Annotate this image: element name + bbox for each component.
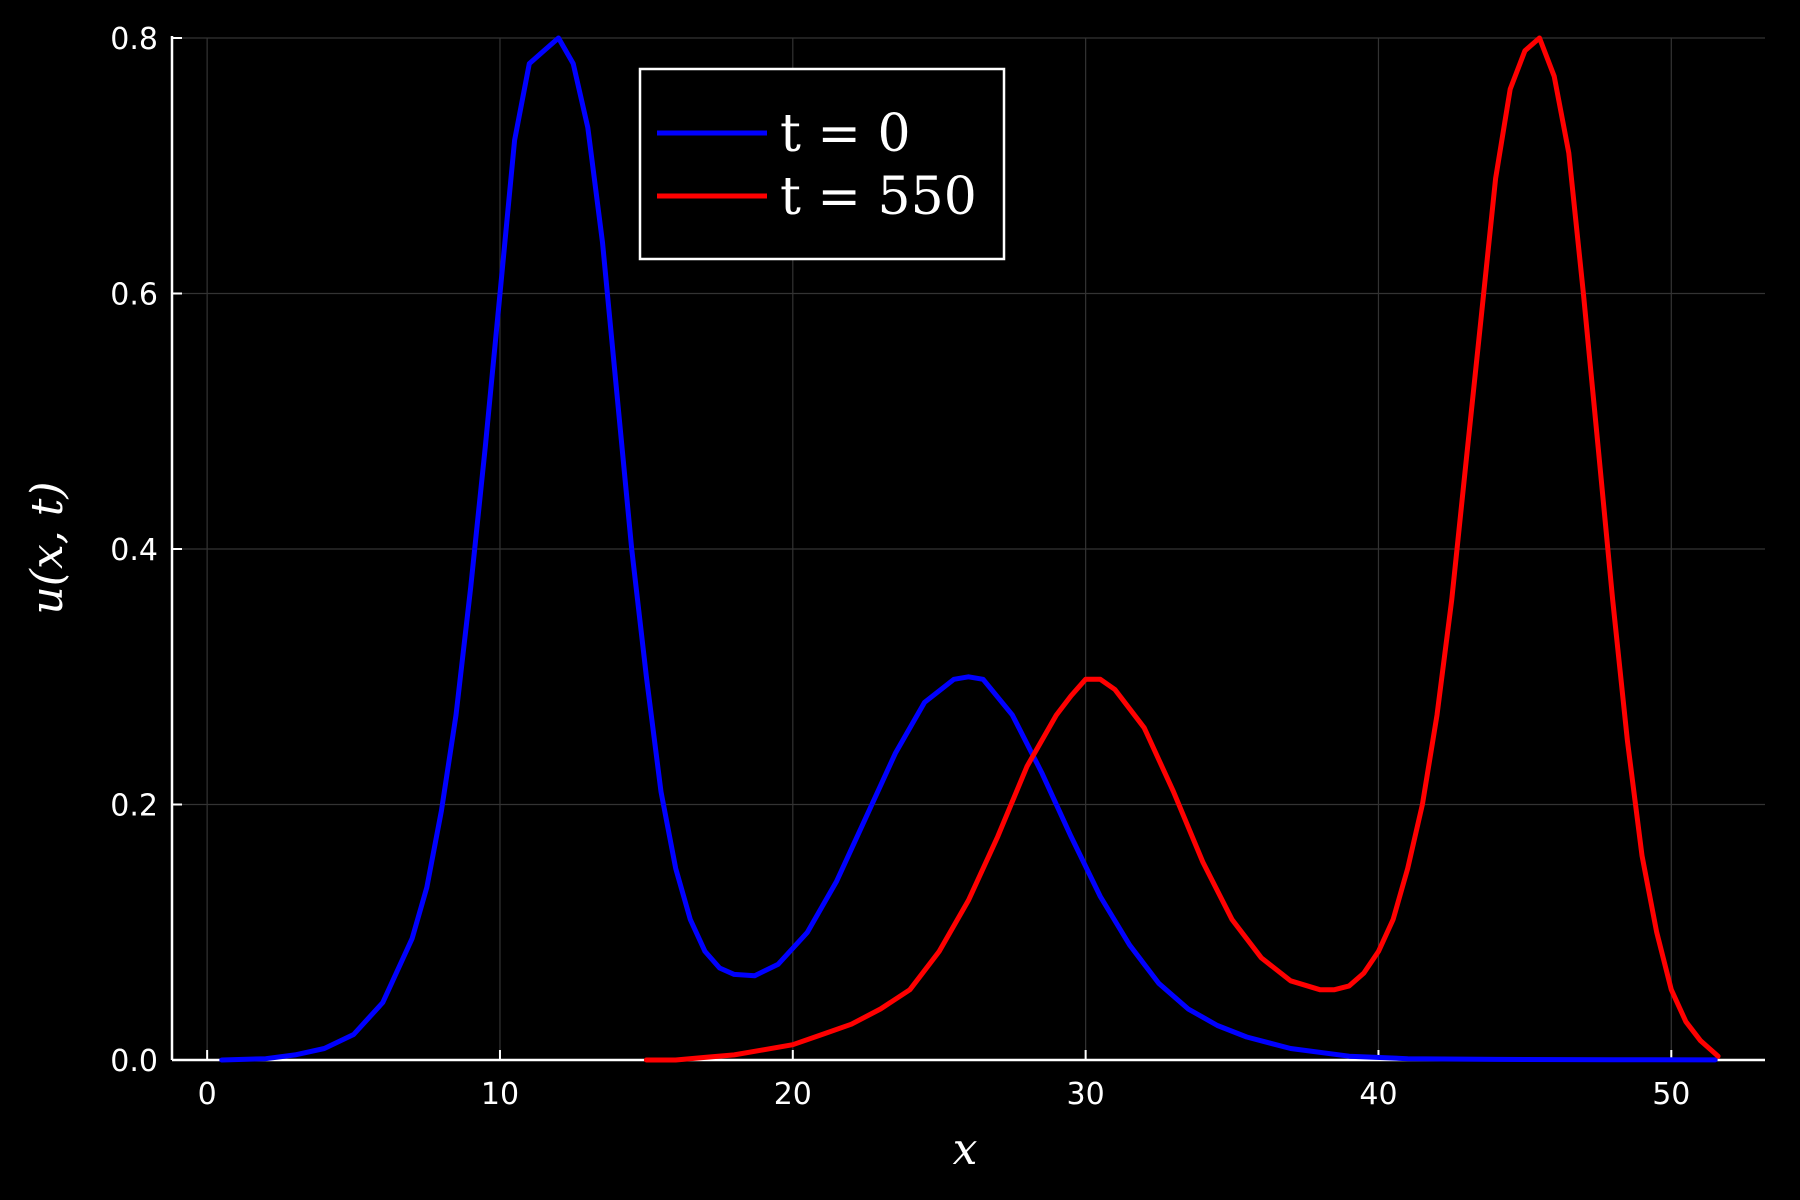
y-tick-label: 0.0 bbox=[110, 1044, 158, 1079]
series-line-t0 bbox=[219, 35, 1718, 1063]
legend-box bbox=[638, 67, 1006, 261]
series-line-t550 bbox=[643, 35, 1721, 1063]
x-tick-label: 0 bbox=[198, 1077, 217, 1112]
y-axis-title: u(x, t) bbox=[22, 481, 73, 614]
x-tick-label: 10 bbox=[481, 1077, 519, 1112]
y-tick-label: 0.2 bbox=[110, 789, 158, 824]
y-tick-label: 0.6 bbox=[110, 278, 158, 313]
tick-labels: 0 10 20 30 40 50 0.0 0.2 0.4 0.6 0.8 bbox=[110, 22, 1690, 1112]
y-tick-label: 0.4 bbox=[110, 533, 158, 568]
y-tick-label: 0.8 bbox=[110, 22, 158, 57]
legend-label-t0: t = 0 bbox=[780, 104, 911, 164]
legend: t = 0 t = 550 bbox=[638, 67, 1006, 261]
x-tick-label: 40 bbox=[1359, 1077, 1397, 1112]
x-tick-label: 30 bbox=[1067, 1077, 1105, 1112]
series-lines bbox=[219, 35, 1721, 1063]
x-tick-label: 50 bbox=[1652, 1077, 1690, 1112]
x-tick-label: 20 bbox=[774, 1077, 812, 1112]
legend-label-t550: t = 550 bbox=[780, 167, 977, 227]
x-axis-title: x bbox=[953, 1124, 978, 1175]
